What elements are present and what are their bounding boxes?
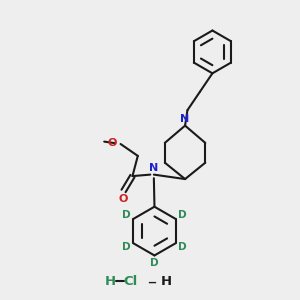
Text: O: O xyxy=(118,194,128,204)
Text: O: O xyxy=(108,138,117,148)
Text: D: D xyxy=(122,210,131,220)
Text: N: N xyxy=(149,163,158,173)
Text: H: H xyxy=(161,275,172,288)
Text: D: D xyxy=(178,242,187,252)
Text: D: D xyxy=(178,210,187,220)
Text: –: – xyxy=(147,272,156,290)
Text: D: D xyxy=(150,259,159,269)
Text: N: N xyxy=(180,114,190,124)
Text: Cl: Cl xyxy=(124,275,138,288)
Text: D: D xyxy=(122,242,131,252)
Text: H: H xyxy=(104,275,116,288)
